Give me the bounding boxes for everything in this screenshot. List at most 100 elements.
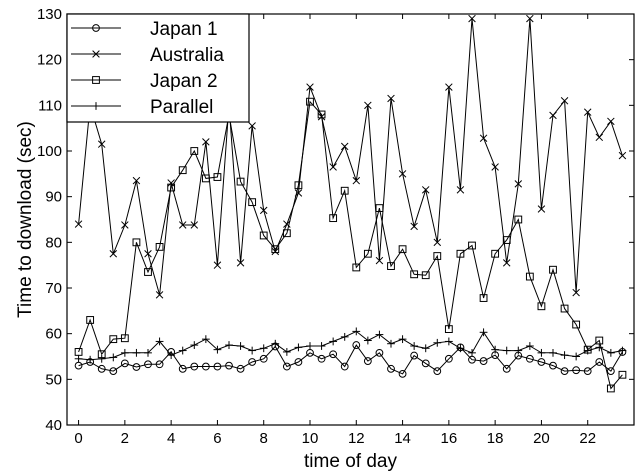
y-tick-label: 50	[45, 371, 62, 388]
data-point-parallel	[259, 344, 268, 353]
legend-label: Japan 1	[150, 19, 218, 40]
data-point-parallel	[190, 341, 199, 349]
legend-marker-japan-1	[92, 24, 100, 32]
data-point-parallel	[398, 335, 407, 344]
data-point-japan-2	[421, 271, 430, 280]
y-tick-label: 80	[45, 234, 62, 251]
data-point-japan-1	[201, 362, 210, 371]
plot-frame	[66, 13, 635, 426]
data-point-australia	[259, 206, 268, 215]
data-point-japan-2	[363, 249, 372, 258]
data-point-parallel	[456, 344, 465, 353]
legend-label: Australia	[150, 45, 224, 66]
data-point-parallel	[375, 330, 384, 339]
series-line-parallel	[78, 330, 623, 361]
data-point-japan-2	[329, 214, 338, 223]
data-point-japan-1	[444, 354, 453, 363]
data-point-japan-2	[491, 249, 500, 258]
data-point-australia	[132, 176, 141, 185]
data-point-japan-2	[410, 270, 419, 279]
data-point-japan-2	[213, 173, 222, 181]
data-point-japan-1	[120, 359, 129, 368]
plot-area	[74, 14, 627, 393]
data-point-japan-2	[294, 181, 303, 190]
series-line-australia	[78, 18, 623, 296]
data-point-australia	[155, 291, 164, 299]
x-tick-label: 6	[213, 430, 221, 447]
data-point-japan-1	[352, 341, 361, 349]
series-japan-2	[74, 97, 627, 393]
data-point-australia	[74, 220, 83, 228]
data-point-australia	[549, 111, 557, 120]
data-point-parallel	[387, 339, 395, 348]
data-point-australia	[526, 14, 534, 23]
data-point-japan-2	[306, 97, 314, 106]
axis-ticks: 0 2 4 6 8 10 12 14 16 18 20 22 40 50 60 70 80 90 100 110 120…	[37, 6, 634, 447]
data-point-parallel	[132, 348, 141, 357]
data-point-parallel	[502, 346, 511, 355]
data-point-parallel	[294, 343, 303, 352]
data-point-australia	[607, 117, 615, 126]
data-point-japan-2	[201, 174, 210, 183]
data-point-japan-1	[549, 361, 557, 370]
x-tick-label: 14	[394, 430, 411, 447]
data-point-japan-1	[595, 358, 604, 366]
legend-item-japan-1: Japan 1	[71, 19, 218, 40]
data-point-japan-1	[375, 348, 384, 357]
data-point-australia	[445, 83, 453, 91]
data-point-australia	[479, 134, 488, 142]
data-point-japan-2	[479, 294, 488, 302]
data-point-parallel	[109, 353, 118, 362]
x-tick-label: 12	[348, 430, 365, 447]
data-point-japan-2	[248, 198, 257, 207]
data-point-australia	[537, 205, 546, 213]
data-point-japan-2	[144, 268, 152, 276]
data-point-parallel	[606, 348, 615, 357]
data-point-japan-1	[560, 367, 569, 376]
y-tick-label: 70	[45, 280, 62, 297]
data-point-parallel	[167, 351, 176, 360]
x-tick-label: 10	[302, 430, 319, 447]
legend-label: Japan 2	[150, 71, 218, 92]
series-australia	[74, 14, 627, 299]
data-point-japan-1	[421, 359, 430, 368]
data-point-japan-2	[549, 265, 557, 274]
data-point-japan-1	[363, 357, 372, 365]
x-tick-label: 0	[74, 430, 82, 447]
data-point-australia	[352, 176, 361, 185]
data-point-parallel	[248, 346, 257, 355]
data-point-parallel	[572, 352, 581, 361]
data-point-japan-2	[456, 249, 465, 258]
data-point-parallel	[97, 354, 106, 363]
x-tick-label: 8	[260, 430, 268, 447]
data-point-parallel	[178, 346, 187, 355]
x-axis-label: time of day	[304, 451, 397, 471]
y-tick-label: 90	[45, 189, 62, 206]
legend-label: Parallel	[150, 97, 213, 118]
data-point-parallel	[74, 354, 83, 363]
data-point-australia	[167, 179, 175, 187]
data-point-parallel	[433, 338, 442, 347]
series-parallel	[74, 327, 627, 364]
data-point-japan-2	[190, 147, 199, 155]
data-point-parallel	[618, 346, 627, 355]
legend-item-australia: Australia	[71, 45, 224, 66]
data-point-australia	[433, 238, 442, 247]
data-point-japan-2	[468, 241, 476, 250]
data-point-parallel	[155, 337, 164, 346]
data-point-australia	[236, 259, 245, 267]
data-point-parallel	[537, 348, 546, 357]
x-tick-label: 22	[579, 430, 596, 447]
series-line-japan-1	[78, 344, 623, 375]
data-point-parallel	[352, 327, 361, 336]
data-point-australia	[398, 170, 407, 178]
y-tick-label: 60	[45, 326, 62, 343]
data-point-parallel	[525, 342, 534, 350]
y-axis-label: Time to download (sec)	[15, 121, 36, 318]
data-point-australia	[213, 261, 222, 269]
legend-marker-parallel	[92, 102, 100, 110]
data-point-parallel	[410, 342, 419, 350]
data-point-japan-1	[606, 367, 615, 376]
data-point-parallel	[329, 337, 338, 346]
data-point-australia	[514, 180, 523, 188]
